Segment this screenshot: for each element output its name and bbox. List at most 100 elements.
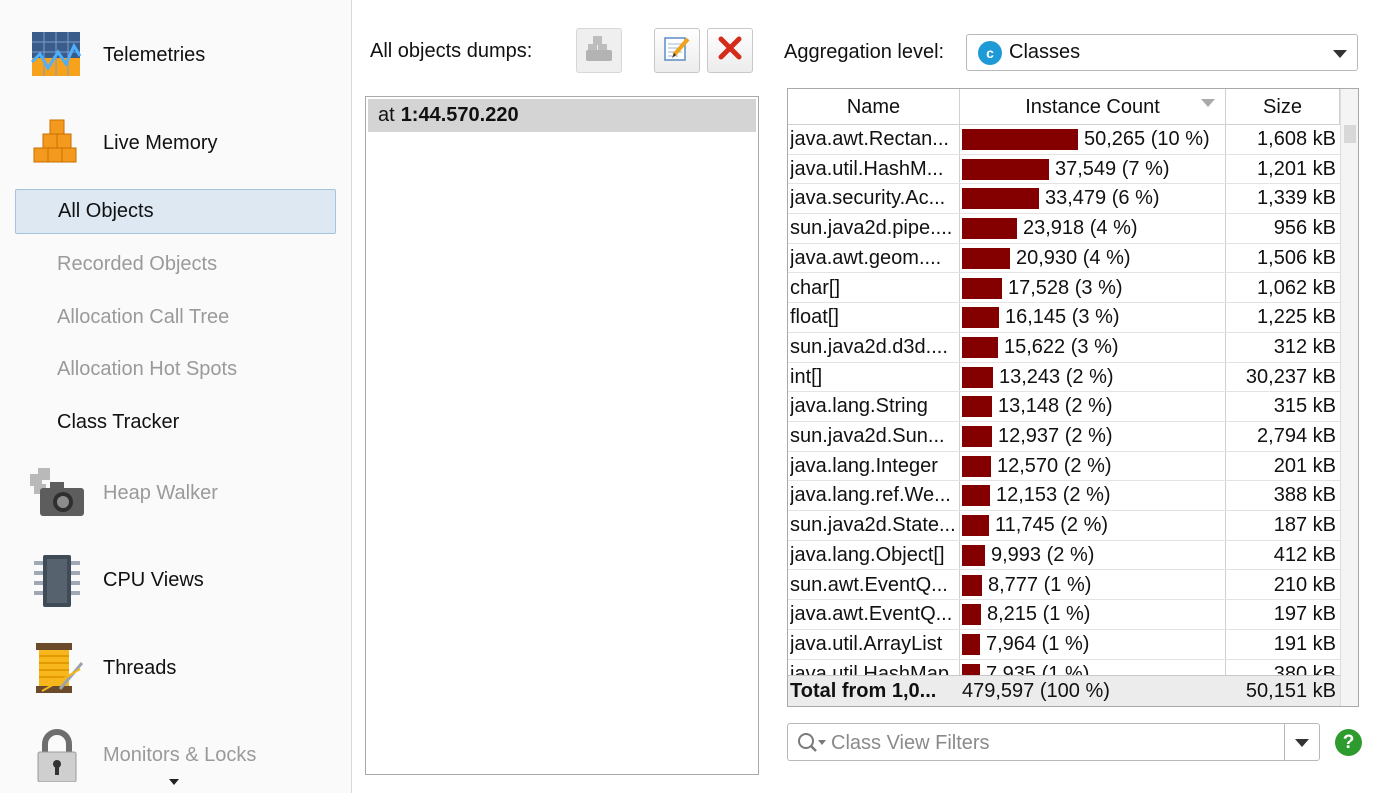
instance-count-bar [962,277,1002,299]
cell-instance-count: 37,549 (7 %) [962,155,1224,184]
filter-history-dropdown-icon[interactable] [1295,739,1309,747]
instance-count-bar [962,485,990,507]
cell-size: 412 kB [1273,543,1336,566]
scrollbar-thumb[interactable] [1344,125,1356,143]
instance-count-text: 7,964 (1 %) [986,632,1090,655]
padlock-icon [30,728,84,783]
cell-instance-count: 12,153 (2 %) [962,481,1224,510]
take-dump-button[interactable] [576,28,622,73]
table-vertical-scrollbar[interactable] [1340,89,1358,706]
cell-name: java.awt.EventQ... [790,603,953,626]
cell-name: java.lang.String [790,395,928,418]
cell-instance-count: 50,265 (10 %) [962,125,1224,154]
cubes-icon [30,116,84,170]
instance-count-bar [962,129,1078,150]
sidebar-item-label: Allocation Call Tree [57,306,230,328]
chevron-down-icon[interactable] [169,779,179,785]
instance-count-bar [962,307,999,329]
total-name: Total from 1,0... [790,680,937,702]
instance-count-text: 33,479 (6 %) [1045,187,1160,210]
table-row[interactable]: java.lang.Integer 12,570 (2 %) 201 kB [788,452,1340,482]
table-row[interactable]: char[] 17,528 (3 %) 1,062 kB [788,274,1340,304]
cell-instance-count: 33,479 (6 %) [962,184,1224,213]
sidebar-section-heap-walker[interactable]: Heap Walker [0,458,352,528]
list-item[interactable]: at 1:44.570.220 [368,99,756,132]
table-row[interactable]: int[] 13,243 (2 %) 30,237 kB [788,363,1340,393]
sidebar-item-class-tracker[interactable]: Class Tracker [15,400,336,445]
instance-count-bar [962,158,1049,180]
instance-count-text: 11,745 (2 %) [995,514,1109,537]
dumps-list[interactable]: at 1:44.570.220 [365,96,759,775]
table-row[interactable]: java.awt.Rectan... 50,265 (10 %) 1,608 kB [788,125,1340,155]
cell-name: sun.awt.EventQ... [790,573,948,596]
instance-count-bar [962,515,989,537]
sidebar-section-monitors-locks[interactable]: Monitors & Locks [0,720,352,790]
class-view-filter-field[interactable]: Class View Filters [787,723,1320,761]
cell-instance-count: 8,215 (1 %) [962,600,1224,629]
table-row[interactable]: sun.awt.EventQ... 8,777 (1 %) 210 kB [788,571,1340,601]
sidebar-section-cpu-views[interactable]: CPU Views [0,545,352,615]
sidebar-section-telemetries[interactable]: Telemetries [0,20,352,90]
help-icon[interactable]: ? [1335,729,1362,756]
table-row[interactable]: java.lang.Object[] 9,993 (2 %) 412 kB [788,541,1340,571]
sidebar-item-allocation-hot-spots[interactable]: Allocation Hot Spots [15,347,336,392]
edit-note-icon [662,33,692,68]
cell-size: 956 kB [1273,217,1336,240]
search-icon[interactable] [797,732,827,759]
sidebar-item-all-objects[interactable]: All Objects [15,189,336,234]
table-body[interactable]: java.awt.Rectan... 50,265 (10 %) 1,608 kB j… [788,125,1340,675]
instance-count-bar [962,396,992,418]
instance-count-bar [962,336,998,358]
instance-count-bar [962,426,992,447]
thread-spool-icon [30,641,84,695]
sidebar: Telemetries Live Memory All Objects Reco… [0,0,352,793]
cell-name: int[] [790,365,823,388]
table-row[interactable]: java.lang.ref.We... 12,153 (2 %) 388 kB [788,481,1340,512]
cell-instance-count: 16,145 (3 %) [962,303,1224,332]
filter-divider [1284,724,1285,760]
table-row[interactable]: sun.java2d.d3d.... 15,622 (3 %) 312 kB [788,333,1340,363]
cell-name: java.util.HashMap [790,662,949,675]
table-row[interactable]: java.lang.String 13,148 (2 %) 315 kB [788,392,1340,422]
instance-count-text: 17,528 (3 %) [1008,276,1123,299]
cpu-chip-icon [30,553,84,607]
instance-count-bar [962,663,980,675]
edit-dump-button[interactable] [654,28,700,73]
table-row[interactable]: java.awt.geom.... 20,930 (4 %) 1,506 kB [788,244,1340,274]
table-row[interactable]: java.awt.EventQ... 8,215 (1 %) 197 kB [788,600,1340,630]
instance-count-bar [962,455,991,477]
table-row[interactable]: java.util.HashM... 37,549 (7 %) 1,201 kB [788,155,1340,185]
cell-size: 30,237 kB [1245,365,1336,388]
table-row[interactable]: java.util.ArrayList 7,964 (1 %) 191 kB [788,630,1340,660]
cell-size: 1,339 kB [1257,187,1336,210]
cell-instance-count: 13,243 (2 %) [962,363,1224,392]
sidebar-section-live-memory[interactable]: Live Memory [0,108,352,178]
delete-dump-button[interactable] [707,28,753,73]
table-row[interactable]: java.util.HashMap 7,935 (1 %) 380 kB [788,660,1340,675]
sidebar-item-label: Allocation Hot Spots [57,358,238,380]
table-total-row: Total from 1,0... 479,597 (100 %) 50,151… [788,675,1340,706]
telemetry-chart-icon [30,28,84,82]
instance-count-text: 13,243 (2 %) [999,365,1114,388]
column-header-size[interactable]: Size [1226,89,1340,125]
sidebar-item-allocation-call-tree[interactable]: Allocation Call Tree [15,295,336,340]
column-header-name[interactable]: Name [788,89,960,125]
instance-count-bar [962,366,993,388]
sidebar-section-threads[interactable]: Threads [0,633,352,703]
table-header: Name Instance Count Size [788,89,1340,125]
cell-size: 1,506 kB [1257,246,1336,269]
cell-size: 187 kB [1273,514,1336,537]
table-row[interactable]: sun.java2d.State... 11,745 (2 %) 187 kB [788,511,1340,541]
aggregation-level-select[interactable]: c Classes [966,34,1358,71]
table-row[interactable]: sun.java2d.Sun... 12,937 (2 %) 2,794 kB [788,422,1340,452]
table-row[interactable]: java.security.Ac... 33,479 (6 %) 1,339 kB [788,184,1340,215]
sidebar-item-recorded-objects[interactable]: Recorded Objects [15,242,336,287]
table-row[interactable]: sun.java2d.pipe.... 23,918 (4 %) 956 kB [788,214,1340,244]
column-header-instance-count[interactable]: Instance Count [960,89,1226,125]
cell-size: 197 kB [1273,603,1336,626]
table-row[interactable]: float[] 16,145 (3 %) 1,225 kB [788,303,1340,333]
sidebar-section-label: Monitors & Locks [103,743,257,766]
sidebar-section-label: Live Memory [103,131,218,154]
sidebar-section-label: Telemetries [103,43,206,66]
cell-name: java.util.ArrayList [790,632,943,655]
